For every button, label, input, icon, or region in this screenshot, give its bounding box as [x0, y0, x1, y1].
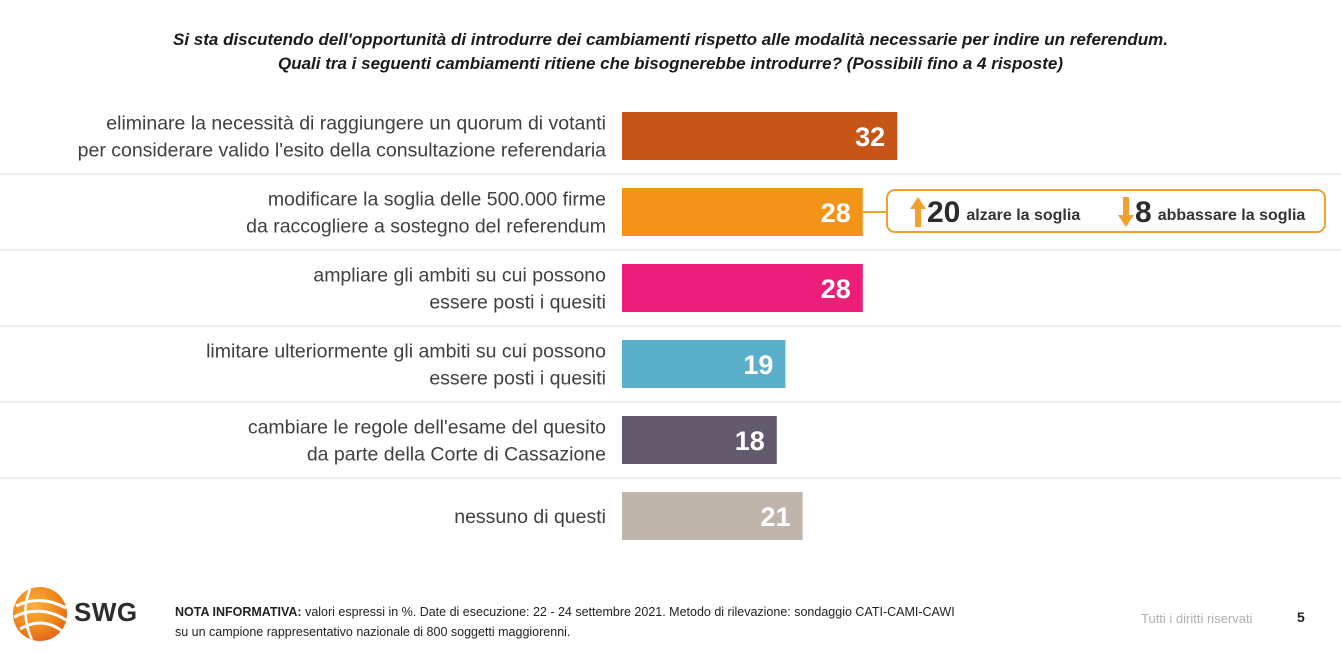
footer-note: NOTA INFORMATIVA: valori espressi in %. …: [175, 602, 955, 642]
note-label: NOTA INFORMATIVA:: [175, 605, 302, 619]
category-label-1-1: da raccogliere a sostegno del referendum: [246, 216, 606, 238]
callout-up-label: alzare la soglia: [966, 207, 1081, 224]
rights-reserved: Tutti i diritti riservati: [1141, 611, 1253, 626]
arrow-down-icon: [1118, 197, 1134, 227]
value-label-1: 28: [821, 198, 851, 228]
bar-1: [622, 188, 863, 236]
note-line-2: su un campione rappresentativo nazionale…: [175, 625, 571, 639]
threshold-callout: 20 alzare la soglia 8 abbassare la sogli…: [886, 189, 1326, 233]
callout-down-value: 8: [1135, 196, 1152, 229]
chart-title: Si sta discutendo dell'opportunità di in…: [0, 28, 1341, 76]
category-label-3-1: essere posti i quesiti: [429, 368, 606, 390]
title-line-2: Quali tra i seguenti cambiamenti ritiene…: [278, 54, 1063, 73]
category-label-3-0: limitare ulteriormente gli ambiti su cui…: [206, 341, 606, 363]
category-label-2-1: essere posti i quesiti: [429, 292, 606, 314]
title-line-1: Si sta discutendo dell'opportunità di in…: [173, 30, 1168, 49]
bar-4: [622, 416, 777, 464]
bar-3: [622, 340, 786, 388]
bar-chart: 32 eliminare la necessità di raggiungere …: [0, 112, 1341, 540]
callout-down-group: 8 abbassare la soglia: [1118, 195, 1305, 229]
category-label-1-0: modificare la soglia delle 500.000 firme: [268, 189, 606, 211]
category-label-4-1: da parte della Corte di Cassazione: [307, 444, 606, 466]
swg-logo: [13, 587, 67, 641]
value-label-3: 19: [743, 350, 773, 380]
value-label-4: 18: [735, 426, 765, 456]
category-label-4-0: cambiare le regole dell'esame del quesit…: [248, 417, 606, 439]
bar-5: [622, 492, 803, 540]
category-label-5-0: nessuno di questi: [454, 506, 606, 528]
value-label-0: 32: [855, 122, 885, 152]
note-line-1: valori espressi in %. Date di esecuzione…: [301, 605, 955, 619]
bar-2: [622, 264, 863, 312]
category-label-2-0: ampliare gli ambiti su cui possono: [313, 265, 606, 287]
value-label-5: 21: [761, 502, 791, 532]
page-number: 5: [1297, 609, 1305, 625]
callout-up-value: 20: [927, 196, 961, 229]
value-label-2: 28: [821, 274, 851, 304]
callout-down-label: abbassare la soglia: [1157, 207, 1306, 224]
bar-0: [622, 112, 898, 160]
logo-text: SWG: [74, 597, 138, 627]
arrow-up-icon: [910, 197, 926, 227]
category-label-0-0: eliminare la necessità di raggiungere un…: [106, 113, 606, 135]
callout-up-group: 20 alzare la soglia: [910, 195, 1080, 229]
category-label-0-1: per considerare valido l'esito della con…: [78, 140, 607, 162]
